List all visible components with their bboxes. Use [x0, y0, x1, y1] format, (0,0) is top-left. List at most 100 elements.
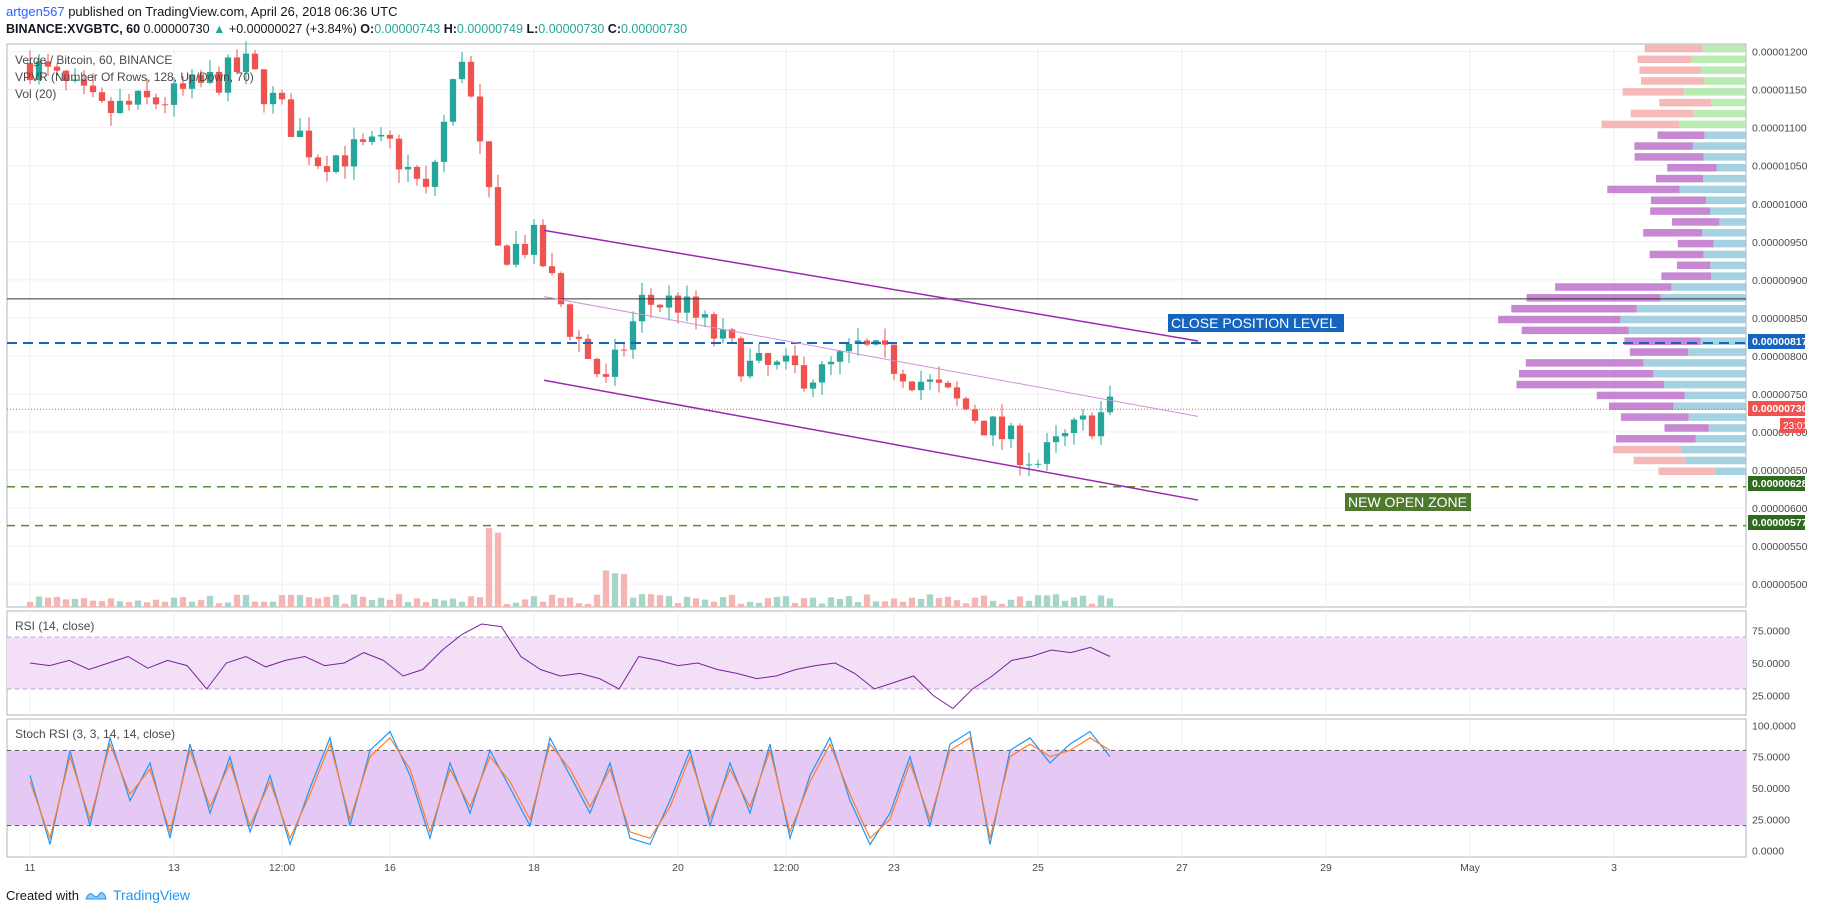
candle-body [665, 295, 673, 308]
vpvr-up-row [1679, 185, 1746, 194]
vpvr-down-row [1650, 207, 1711, 215]
volume-bar [287, 594, 295, 607]
candle-body [458, 61, 466, 80]
candle-body [161, 104, 169, 106]
open-value: 0.00000743 [374, 22, 441, 36]
volume-bar [206, 595, 214, 607]
candle-body [116, 100, 124, 114]
vpvr-down-row [1649, 250, 1704, 259]
vpvr-down-row [1644, 44, 1703, 53]
volume-bar [719, 597, 727, 607]
vpvr-down-row [1612, 445, 1682, 454]
stoch-tick-label: 75.0000 [1752, 752, 1790, 764]
candle-body [926, 379, 934, 382]
volume-bar [836, 598, 844, 607]
high-value: 0.00000749 [456, 22, 523, 36]
tradingview-logo-icon[interactable] [85, 889, 107, 901]
volume-bar [548, 594, 556, 607]
horizontal-levels[interactable] [7, 298, 1746, 527]
price-tick-label: 0.00001000 [1752, 199, 1808, 211]
vpvr-up-row [1719, 218, 1746, 226]
volume-bar [458, 601, 466, 607]
volume-bar [638, 594, 646, 607]
chart-canvas[interactable]: 75.0000 50.0000 25.0000 100.0000 75.0000 50.… [0, 0, 1824, 880]
candle-body [728, 329, 736, 339]
vpvr-up-row [1711, 98, 1746, 107]
price-tick-label: 0.00000950 [1752, 237, 1808, 249]
tradingview-link[interactable]: TradingView [112, 887, 191, 903]
vpvr-up-row [1704, 77, 1746, 85]
vpvr-down-row [1629, 348, 1689, 356]
candle-body [332, 155, 340, 173]
vpvr-down-row [1596, 391, 1685, 400]
volume-bar [125, 602, 133, 607]
candle-body [107, 100, 115, 114]
candle-body [125, 100, 133, 105]
close-position-box[interactable] [1168, 314, 1344, 332]
time-tick-label: 27 [1176, 862, 1188, 874]
volume-bar [71, 598, 79, 607]
candle-body [980, 420, 988, 436]
candle-body [476, 96, 484, 142]
close-level-value: 0.00000817 [1752, 336, 1808, 348]
candle-body [818, 364, 826, 383]
descending-channel[interactable] [543, 229, 1199, 501]
candle-body [737, 338, 745, 377]
vpvr-up-row [1703, 174, 1746, 183]
symbol-label[interactable]: BINANCE:XVGBTC, 60 [6, 22, 141, 36]
candle-body [584, 338, 592, 359]
volume-bar [215, 603, 223, 607]
volume-bar [872, 601, 880, 607]
close-label: C: [607, 22, 621, 36]
volume-bar [350, 594, 358, 607]
volume-bar [890, 598, 898, 607]
candle-body [611, 349, 619, 377]
candle-body [971, 409, 979, 421]
volume-bar [521, 599, 529, 607]
vpvr-up-row [1685, 456, 1746, 465]
rsi-line [29, 623, 1111, 710]
volume-bar [629, 597, 637, 607]
vpvr-up-row [1692, 142, 1746, 150]
volume-bar [314, 598, 322, 607]
price-tick-label: 0.00001100 [1752, 123, 1807, 135]
candle-body [899, 373, 907, 382]
stoch-band [7, 750, 1746, 826]
volume-bar [62, 599, 70, 607]
candle-body [242, 53, 250, 73]
candle-body [296, 130, 304, 137]
author-link[interactable]: artgen567 [6, 4, 65, 19]
candle-body [917, 381, 925, 391]
vpvr-up-row [1660, 294, 1746, 302]
candle-body [881, 340, 889, 345]
volume-bar [107, 598, 115, 607]
candle-body [1025, 464, 1033, 466]
volume-bar [917, 598, 925, 607]
candle-body [314, 157, 322, 167]
vpvr-down-row [1516, 380, 1664, 389]
volume-bar [197, 600, 205, 607]
vpvr-up-row [1673, 402, 1746, 411]
candle-body [467, 61, 475, 97]
candle-body [278, 92, 286, 100]
open-zone-box[interactable] [1345, 493, 1471, 511]
volume-bar [827, 597, 835, 607]
last-price: 0.00000730 [143, 22, 210, 36]
vpvr-up-row [1703, 250, 1746, 259]
candle-body [836, 351, 844, 362]
volume-bar [944, 596, 952, 607]
price-tick-label: 0.00000550 [1752, 541, 1808, 553]
vpvr-down-row [1518, 369, 1654, 378]
volume-bar [89, 600, 97, 607]
vpvr-down-row [1667, 163, 1717, 172]
vpvr-down-row [1633, 456, 1686, 465]
volume-bar [782, 596, 790, 607]
volume-bar [899, 601, 907, 607]
vpvr-down-row [1658, 467, 1715, 476]
candle-body [683, 296, 691, 313]
price-axis[interactable]: 0.00001200 0.00001150 0.00001100 0.00001050… [1752, 47, 1808, 592]
candle-body [656, 304, 664, 308]
volume-bar [755, 602, 763, 607]
vpvr-up-row [1706, 196, 1746, 205]
time-axis[interactable]: 11 13 12:00 16 18 20 12:00 23 25 27 29 May 3 [25, 862, 1618, 874]
